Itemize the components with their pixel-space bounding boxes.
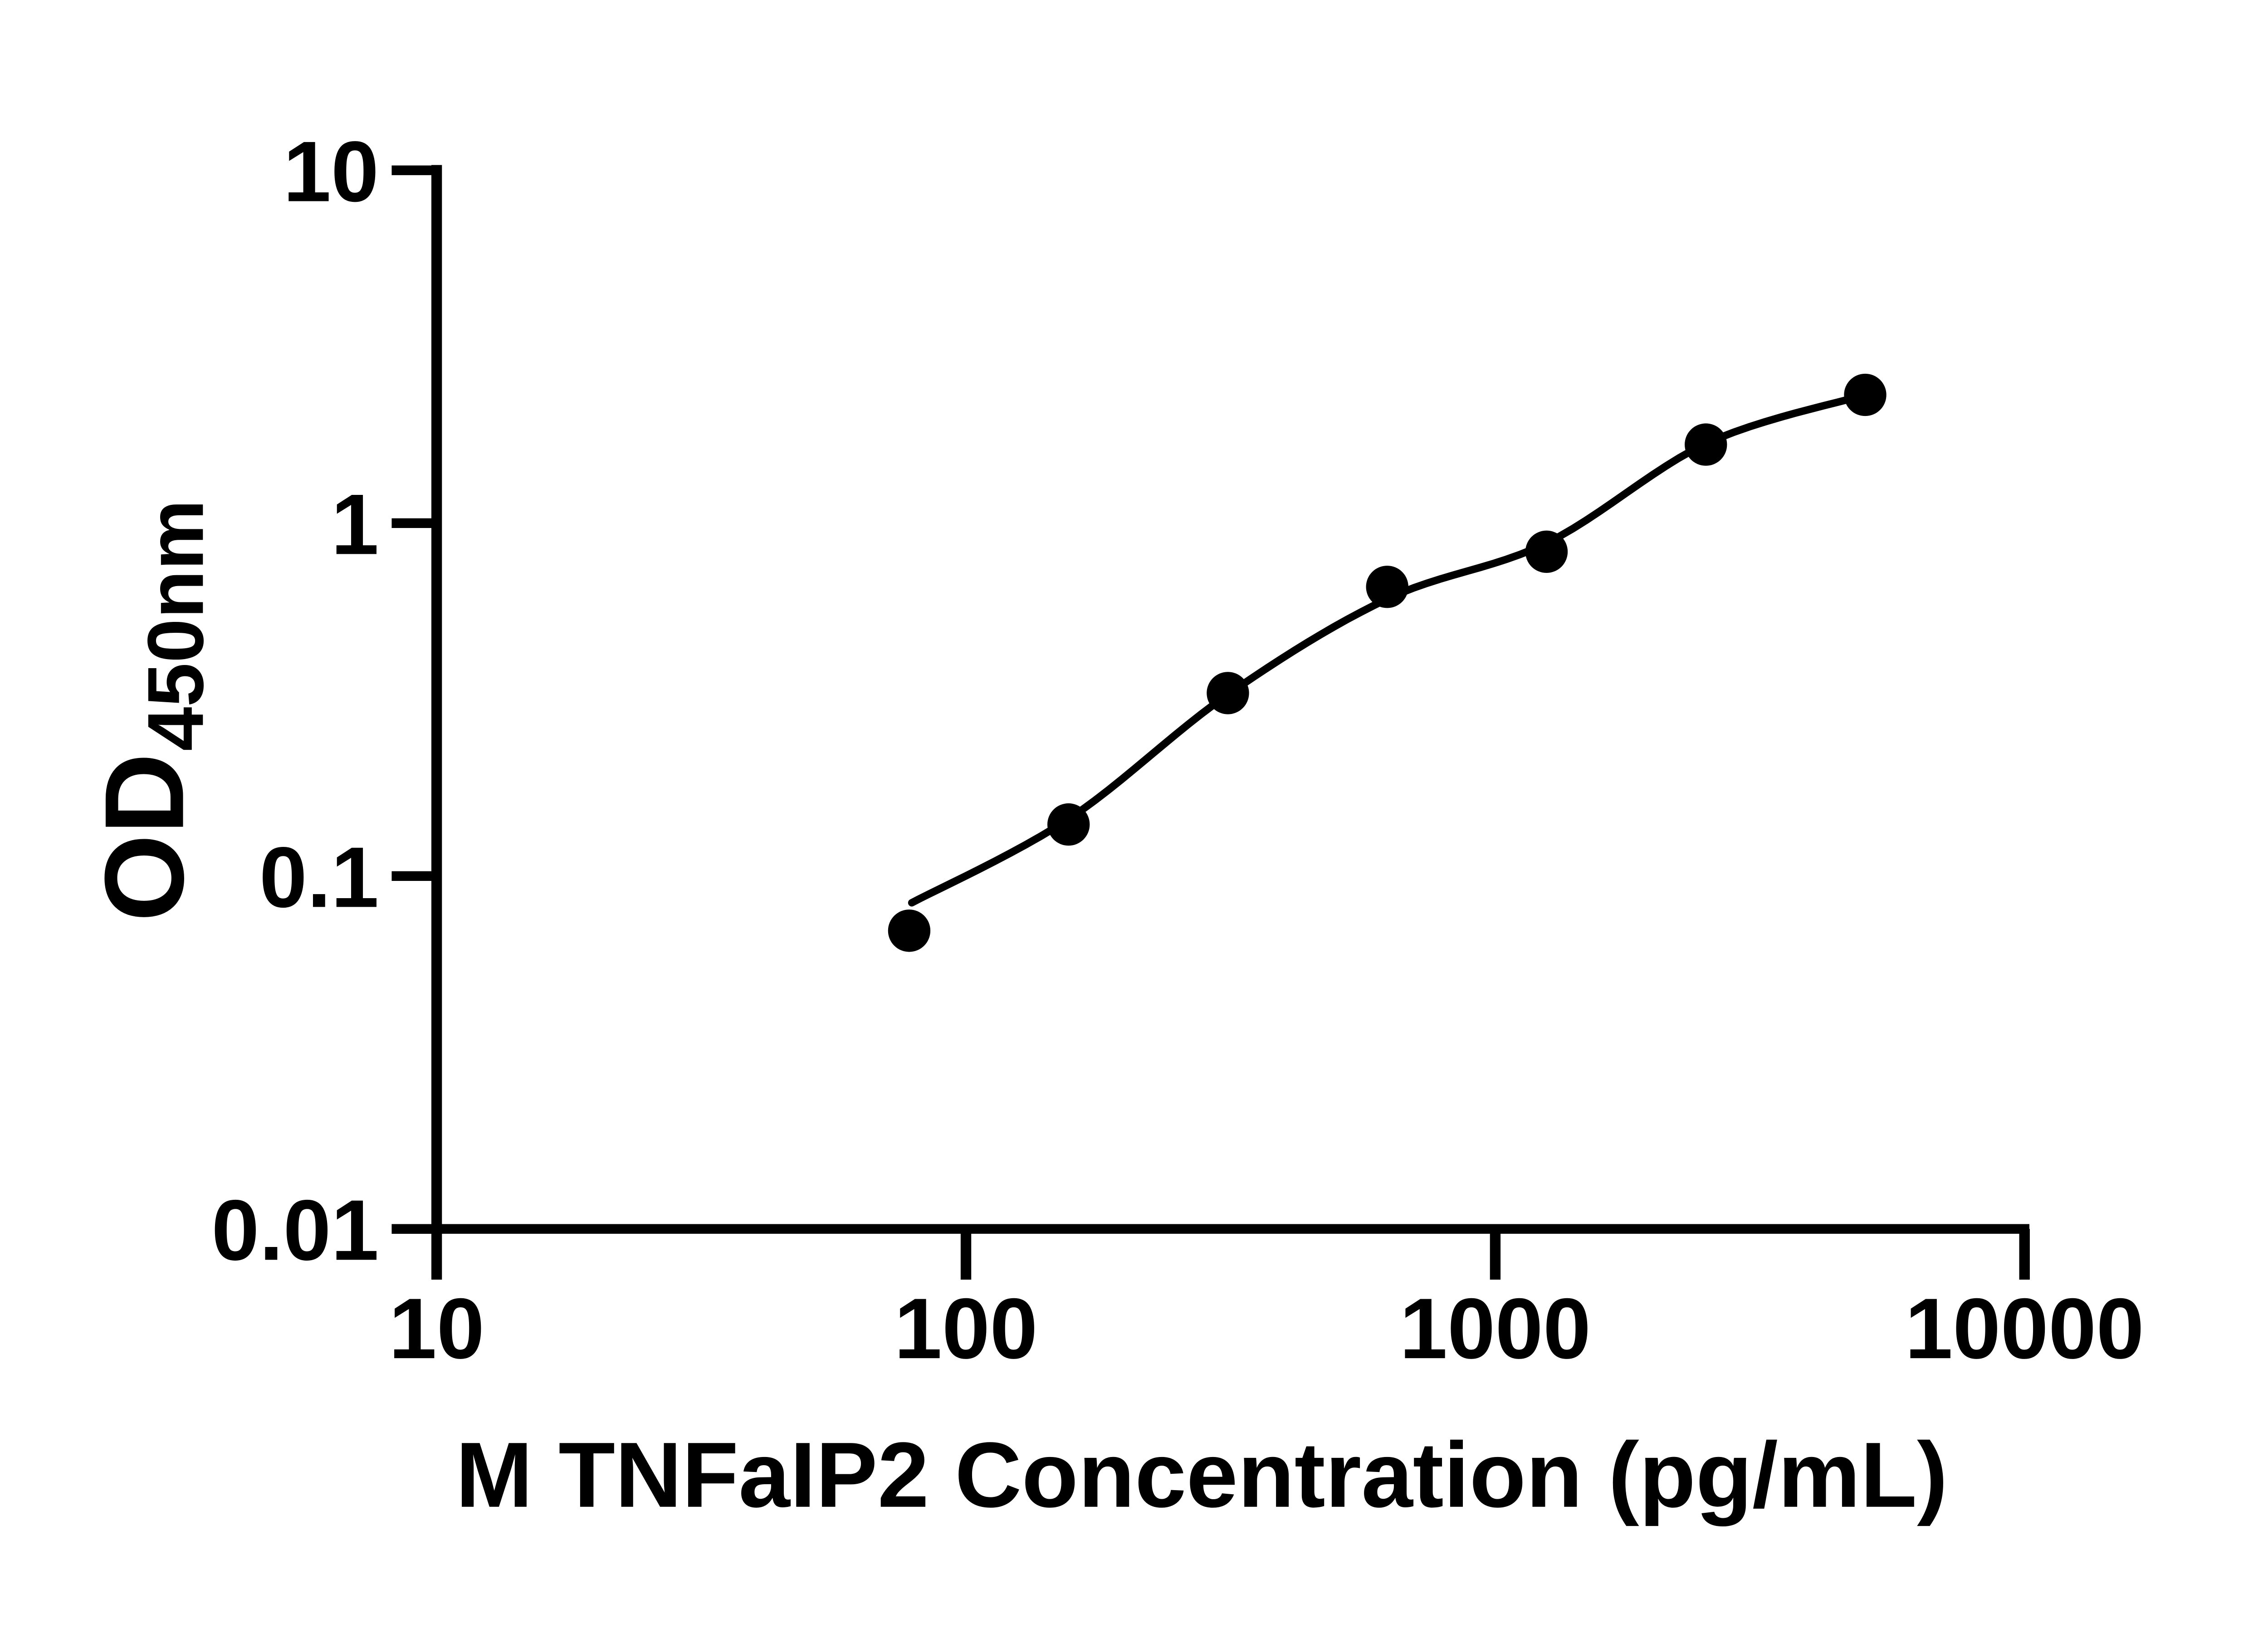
y-axis-tick-labels: 10 1 0.1 0.01	[211, 124, 379, 1279]
data-point-marker	[1685, 423, 1727, 466]
y-tick-label-10: 10	[283, 124, 379, 220]
y-tick-label-0.1: 0.1	[259, 829, 379, 925]
data-point-marker	[1525, 530, 1568, 573]
x-tick-label-10000: 10000	[1905, 1281, 2144, 1377]
axes	[391, 165, 2030, 1280]
y-tick-label-0.01: 0.01	[211, 1182, 379, 1278]
x-tick-label-1000: 1000	[1399, 1281, 1591, 1377]
y-axis-title-subscript: 450nm	[132, 499, 220, 751]
y-axis-title-base: OD	[82, 753, 207, 922]
x-axis-title: M TNFaIP2 Concentration (pg/mL)	[455, 1423, 1948, 1527]
x-tick-label-100: 100	[894, 1281, 1037, 1377]
data-point-marker	[1366, 566, 1408, 608]
data-point-marker	[1047, 803, 1090, 846]
y-axis-title: OD 450nm	[82, 499, 220, 922]
x-axis-tick-labels: 10 100 1000 10000	[389, 1281, 2144, 1377]
data-point-marker	[888, 909, 931, 952]
data-point-marker	[1207, 672, 1249, 714]
x-tick-label-10: 10	[389, 1281, 484, 1377]
data-points	[888, 373, 1887, 952]
data-point-marker	[1844, 373, 1887, 416]
y-tick-label-1: 1	[331, 476, 379, 572]
